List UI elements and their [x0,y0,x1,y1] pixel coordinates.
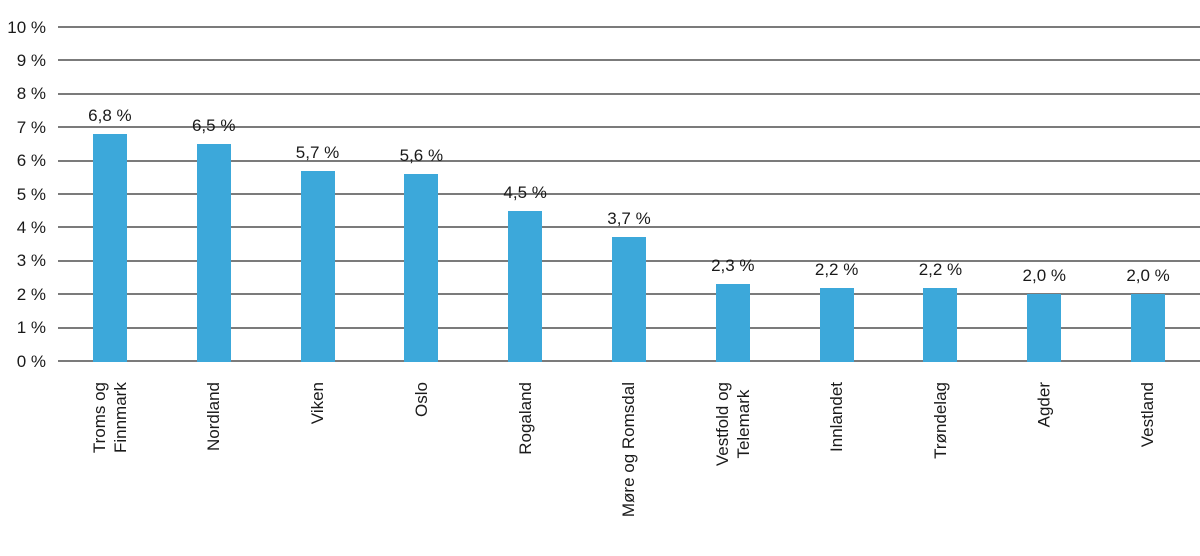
bar [1027,294,1062,362]
bar-value-label: 2,2 % [814,259,859,279]
x-axis-category-label: Troms og Finnmark [89,382,130,454]
bar-value-label: 2,3 % [711,256,755,276]
y-axis-tick-label: 5 % [16,184,46,204]
bar-value-label: 3,7 % [607,209,651,229]
x-axis-category-label: Oslo [411,382,431,417]
bar-value-label: 6,8 % [88,105,132,125]
bar-value-label: 5,6 % [399,145,444,165]
gridline [58,193,1200,195]
y-axis-tick-label: 7 % [16,117,46,137]
bar-value-label: 5,7 % [295,142,340,162]
x-axis-category-label: Innlandet [827,382,847,452]
bar-value-label: 2,0 % [1126,266,1170,286]
bar [92,133,127,362]
bar [612,237,646,362]
x-axis-category-label: Trøndelag [930,382,950,459]
x-axis-category-label: Viken [308,382,328,425]
gridline [58,226,1200,229]
y-axis-tick-label: 1 % [16,318,46,338]
y-axis-tick-label: 10 % [7,17,46,37]
gridline [58,126,1200,129]
gridline [58,59,1200,62]
bar [715,284,750,362]
x-axis-category-label: Nordland [204,382,224,451]
bar [923,287,958,362]
bar [300,170,335,362]
x-axis-category-label: Agder [1034,382,1054,428]
y-axis-tick-label: 2 % [16,284,46,304]
gridline [58,159,1200,162]
bar [1131,294,1166,362]
y-axis-tick-label: 6 % [16,151,46,171]
gridline [58,26,1200,28]
bar-value-label: 2,0 % [1022,266,1066,286]
x-axis-category-label: Møre og Romsdal [619,382,639,518]
bar-value-label: 2,2 % [918,259,963,279]
bar [508,210,543,362]
bar-value-label: 6,5 % [191,115,236,135]
x-axis-category-label: Rogaland [515,382,535,455]
bar [819,287,854,362]
gridline [58,92,1200,95]
bar-value-label: 4,5 % [503,182,547,202]
x-axis-category-label: Vestland [1138,382,1158,448]
bar [196,143,231,362]
y-axis-tick-label: 9 % [16,50,46,70]
y-axis-tick-label: 4 % [16,217,46,237]
y-axis-tick-label: 3 % [16,251,46,271]
bar [404,173,439,362]
x-axis-category-label: Vestfold og Telemark [712,382,753,467]
y-axis-tick-label: 8 % [16,84,46,104]
y-axis-tick-label: 0 % [16,351,46,371]
